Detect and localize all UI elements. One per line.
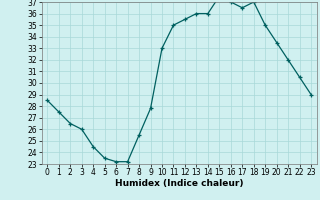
X-axis label: Humidex (Indice chaleur): Humidex (Indice chaleur): [115, 179, 244, 188]
